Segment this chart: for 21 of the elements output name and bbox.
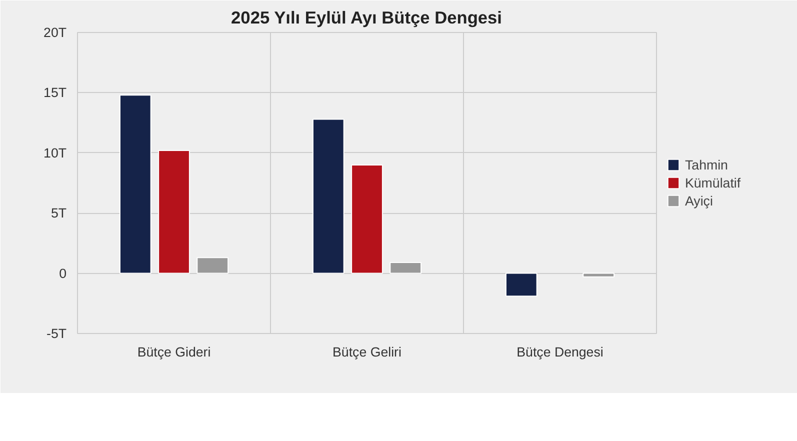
y-tick-label: 0 xyxy=(59,266,67,281)
bar xyxy=(582,272,615,278)
bar xyxy=(390,262,422,274)
x-tick-label: Bütçe Geliri xyxy=(332,344,402,360)
y-tick-label: 5T xyxy=(50,206,67,221)
bar xyxy=(196,257,229,274)
y-tick-label: 10T xyxy=(44,145,66,160)
y-tick-label: -5T xyxy=(46,326,67,341)
y-tick-label: 20T xyxy=(44,25,66,40)
chart-title: 2025 Yılı Eylül Ayı Bütçe Dengesi xyxy=(231,8,502,28)
bar xyxy=(119,94,152,274)
x-tick-label: Bütçe Gideri xyxy=(137,344,211,360)
bar xyxy=(505,272,538,297)
legend-label: Kümülatif xyxy=(685,175,741,190)
bar xyxy=(351,164,383,274)
legend-label: Ayiçi xyxy=(685,193,713,208)
y-tick-label: 15T xyxy=(44,85,66,100)
legend-label: Tahmin xyxy=(685,157,728,172)
bar xyxy=(158,150,190,274)
x-tick-label: Bütçe Dengesi xyxy=(516,344,604,360)
bar xyxy=(312,118,344,274)
